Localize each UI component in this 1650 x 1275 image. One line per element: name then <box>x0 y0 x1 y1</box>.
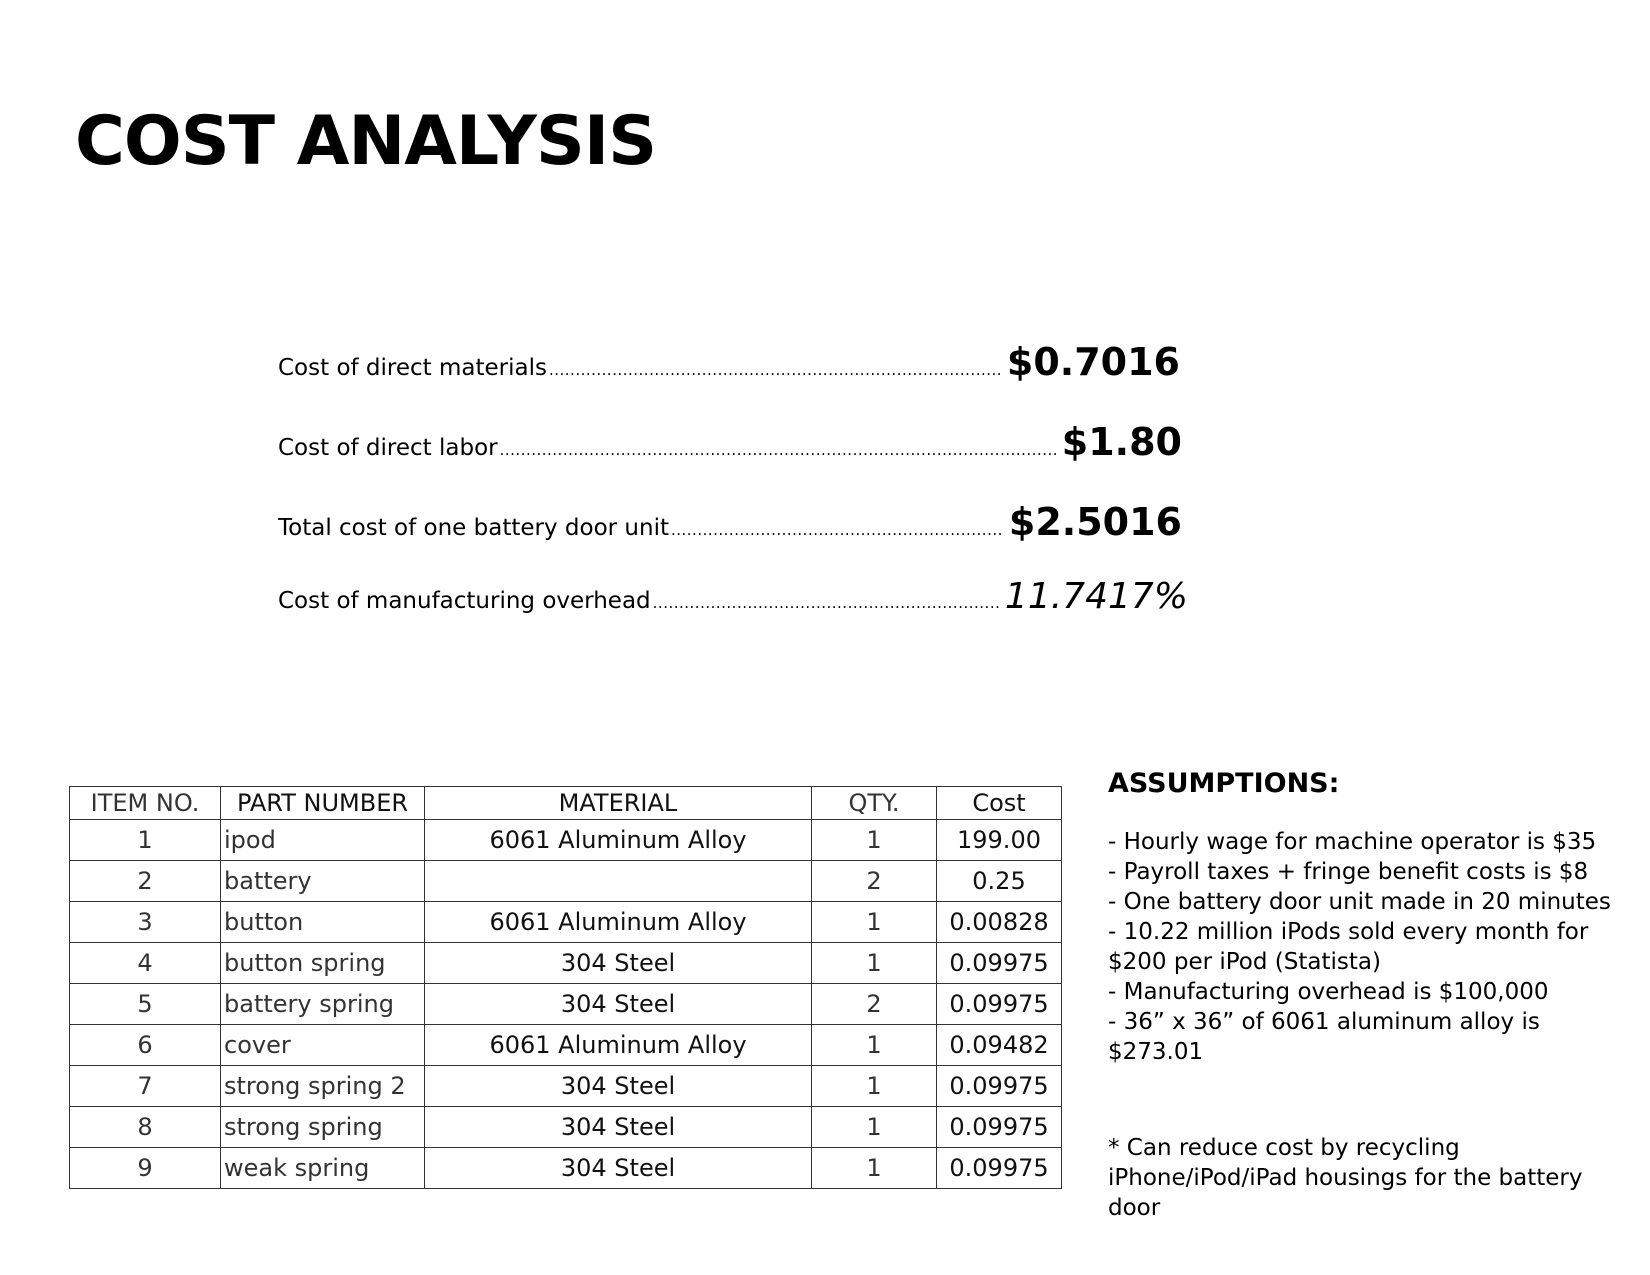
summary-row-total-cost: Total cost of one battery door unit $2.5… <box>278 500 1248 544</box>
cell-qty: 1 <box>811 1106 937 1148</box>
recycling-note: * Can reduce cost by recycling iPhone/iP… <box>1108 1135 1583 1221</box>
summary-row-direct-materials: Cost of direct materials $0.7016 <box>278 340 1248 384</box>
cell-qty: 1 <box>811 819 937 861</box>
cell-cost: 0.09975 <box>936 983 1062 1025</box>
cell-qty: 2 <box>811 860 937 902</box>
cell-item-no: 2 <box>69 860 221 902</box>
cell-part-number: weak spring <box>220 1147 425 1189</box>
cell-cost: 0.09975 <box>936 1147 1062 1189</box>
assumption-item: - 10.22 million iPods sold every month f… <box>1108 919 1589 975</box>
cell-cost: 0.09482 <box>936 1024 1062 1066</box>
cell-material: 6061 Aluminum Alloy <box>424 819 812 861</box>
table-row: 2 battery 2 0.25 <box>69 860 1062 902</box>
cell-item-no: 5 <box>69 983 221 1025</box>
table-header-row: ITEM NO. PART NUMBER MATERIAL QTY. Cost <box>69 786 1062 820</box>
cell-part-number: cover <box>220 1024 425 1066</box>
assumption-item: - One battery door unit made in 20 minut… <box>1108 889 1611 915</box>
table-row: 6 cover 6061 Aluminum Alloy 1 0.09482 <box>69 1024 1062 1066</box>
summary-value: 11.7417% <box>1004 576 1188 617</box>
assumption-list: - Hourly wage for machine operator is $3… <box>1108 827 1628 1067</box>
dot-leader <box>671 521 1003 539</box>
cell-item-no: 7 <box>69 1065 221 1107</box>
table-row: 1 ipod 6061 Aluminum Alloy 1 199.00 <box>69 819 1062 861</box>
assumption-item: - Hourly wage for machine operator is $3… <box>1108 829 1597 855</box>
cell-qty: 1 <box>811 901 937 943</box>
cell-item-no: 6 <box>69 1024 221 1066</box>
cell-part-number: button spring <box>220 942 425 984</box>
cell-cost: 0.09975 <box>936 942 1062 984</box>
cell-qty: 1 <box>811 1065 937 1107</box>
cell-material: 304 Steel <box>424 1065 812 1107</box>
assumption-item: - 36” x 36” of 6061 aluminum alloy is $2… <box>1108 1009 1540 1065</box>
cell-part-number: strong spring 2 <box>220 1065 425 1107</box>
summary-label: Cost of direct materials <box>278 355 547 381</box>
column-header-qty: QTY. <box>811 786 937 820</box>
cell-cost: 0.00828 <box>936 901 1062 943</box>
cell-part-number: battery <box>220 860 425 902</box>
column-header-item-no: ITEM NO. <box>69 786 221 820</box>
table-row: 3 button 6061 Aluminum Alloy 1 0.00828 <box>69 901 1062 943</box>
table-row: 8 strong spring 304 Steel 1 0.09975 <box>69 1106 1062 1148</box>
summary-row-direct-labor: Cost of direct labor $1.80 <box>278 420 1248 464</box>
summary-value: $0.7016 <box>1006 340 1180 384</box>
cell-item-no: 4 <box>69 942 221 984</box>
cell-part-number: ipod <box>220 819 425 861</box>
dot-leader <box>500 441 1056 459</box>
cell-cost: 0.09975 <box>936 1065 1062 1107</box>
cell-material: 304 Steel <box>424 1106 812 1148</box>
cell-part-number: strong spring <box>220 1106 425 1148</box>
column-header-cost: Cost <box>936 786 1062 820</box>
cell-material: 304 Steel <box>424 983 812 1025</box>
table-row: 7 strong spring 2 304 Steel 1 0.09975 <box>69 1065 1062 1107</box>
cell-item-no: 8 <box>69 1106 221 1148</box>
table-row: 4 button spring 304 Steel 1 0.09975 <box>69 942 1062 984</box>
assumption-item: - Payroll taxes + fringe benefit costs i… <box>1108 859 1589 885</box>
column-header-part-number: PART NUMBER <box>220 786 425 820</box>
cell-material: 6061 Aluminum Alloy <box>424 901 812 943</box>
cell-qty: 1 <box>811 1147 937 1189</box>
bill-of-materials-table: ITEM NO. PART NUMBER MATERIAL QTY. Cost … <box>69 786 1062 1189</box>
summary-label: Cost of direct labor <box>278 435 498 461</box>
cell-material <box>424 860 812 902</box>
cell-cost: 0.25 <box>936 860 1062 902</box>
summary-value: $2.5016 <box>1008 500 1182 544</box>
cell-item-no: 9 <box>69 1147 221 1189</box>
assumptions-panel: ASSUMPTIONS: - Hourly wage for machine o… <box>1108 768 1628 1067</box>
summary-label: Total cost of one battery door unit <box>278 515 669 541</box>
cell-item-no: 3 <box>69 901 221 943</box>
cell-part-number: button <box>220 901 425 943</box>
cell-material: 304 Steel <box>424 1147 812 1189</box>
table-row: 5 battery spring 304 Steel 2 0.09975 <box>69 983 1062 1025</box>
assumptions-title: ASSUMPTIONS: <box>1108 768 1340 799</box>
cell-material: 6061 Aluminum Alloy <box>424 1024 812 1066</box>
cell-material: 304 Steel <box>424 942 812 984</box>
summary-value: $1.80 <box>1061 420 1182 464</box>
dot-leader <box>549 361 1001 379</box>
page-title: COST ANALYSIS <box>75 102 657 181</box>
cell-cost: 0.09975 <box>936 1106 1062 1148</box>
cell-item-no: 1 <box>69 819 221 861</box>
summary-label: Cost of manufacturing overhead <box>278 588 651 614</box>
table-row: 9 weak spring 304 Steel 1 0.09975 <box>69 1147 1062 1189</box>
cell-qty: 1 <box>811 942 937 984</box>
cell-part-number: battery spring <box>220 983 425 1025</box>
assumption-item: - Manufacturing overhead is $100,000 <box>1108 979 1549 1005</box>
dot-leader <box>653 594 999 612</box>
cell-qty: 1 <box>811 1024 937 1066</box>
cell-cost: 199.00 <box>936 819 1062 861</box>
cell-qty: 2 <box>811 983 937 1025</box>
summary-row-manufacturing-overhead: Cost of manufacturing overhead 11.7417% <box>278 576 1248 617</box>
column-header-material: MATERIAL <box>424 786 812 820</box>
